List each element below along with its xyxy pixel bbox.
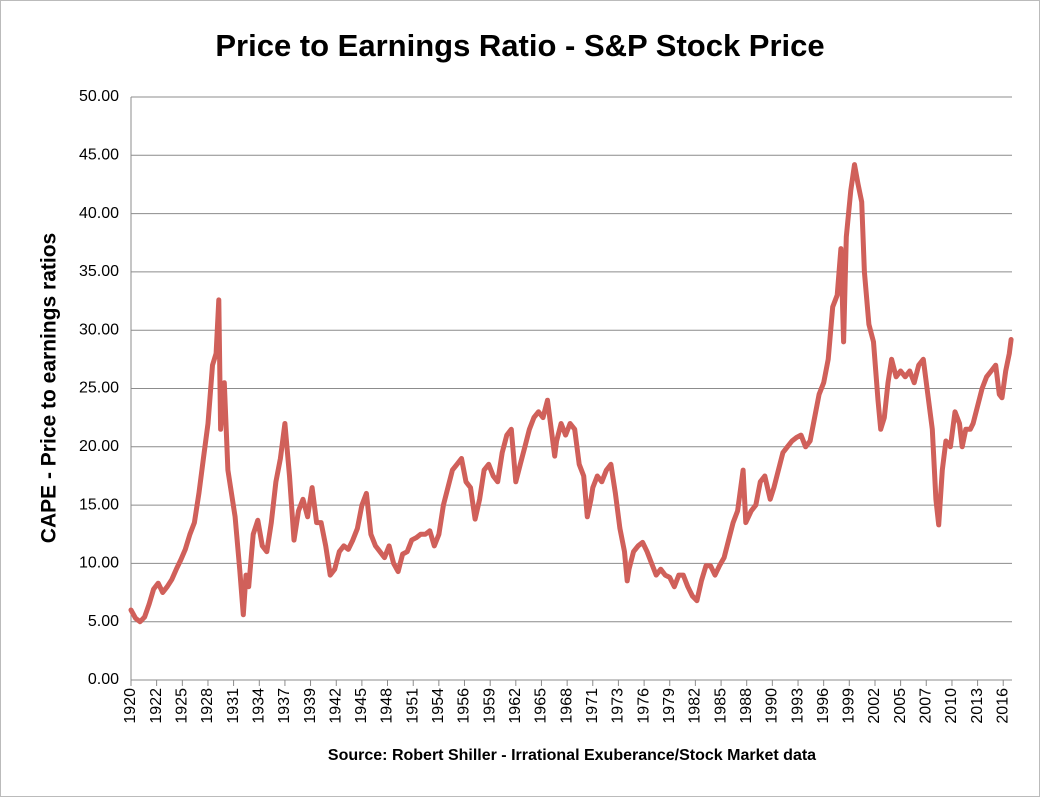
x-tick-label: 1988 xyxy=(738,688,755,724)
x-tick-label: 1979 xyxy=(661,688,678,724)
x-tick-label: 1942 xyxy=(327,688,344,724)
y-axis-label: CAPE - Price to earnings ratios xyxy=(38,233,61,543)
x-tick-label: 1982 xyxy=(687,688,704,724)
x-tick-label: 1956 xyxy=(456,688,473,724)
y-tick-label: 25.00 xyxy=(79,380,119,397)
x-tick-label: 1934 xyxy=(251,688,268,724)
x-tick-label: 1951 xyxy=(404,688,421,724)
x-tick-label: 1945 xyxy=(353,688,370,724)
x-tick-label: 1939 xyxy=(302,688,319,724)
x-tick-label: 1937 xyxy=(276,688,293,724)
x-tick-label: 1968 xyxy=(558,688,575,724)
data-line xyxy=(128,162,1014,625)
x-tick-label: 1925 xyxy=(174,688,191,724)
x-tick-label: 1962 xyxy=(507,688,524,724)
x-tick-label: 2005 xyxy=(892,688,909,724)
x-tick-label: 2010 xyxy=(943,688,960,724)
x-tick-label: 1973 xyxy=(610,688,627,724)
x-tick-label: 1959 xyxy=(481,688,498,724)
x-tick-label: 1920 xyxy=(122,688,139,724)
x-tick-label: 1996 xyxy=(815,688,832,724)
x-tick-label: 1928 xyxy=(199,688,216,724)
y-tick-label: 35.00 xyxy=(79,263,119,280)
x-tick-label: 1922 xyxy=(148,688,165,724)
y-tick-label: 30.00 xyxy=(79,321,119,338)
x-tick-label: 2016 xyxy=(994,688,1011,724)
x-tick-label: 1954 xyxy=(430,688,447,724)
y-tick-label: 45.00 xyxy=(79,147,119,164)
x-tick-label: 2002 xyxy=(866,688,883,724)
source-note: Source: Robert Shiller - Irrational Exub… xyxy=(328,747,816,764)
x-tick-label: 1985 xyxy=(712,688,729,724)
chart-title: Price to Earnings Ratio - S&P Stock Pric… xyxy=(215,28,824,63)
y-tick-label: 50.00 xyxy=(79,88,119,105)
y-tick-label: 0.00 xyxy=(88,671,119,688)
x-tick-label: 1948 xyxy=(379,688,396,724)
x-tick-label: 1990 xyxy=(764,688,781,724)
y-tick-label: 10.00 xyxy=(79,555,119,572)
x-tick-label: 2007 xyxy=(917,688,934,724)
x-tick-label: 1971 xyxy=(584,688,601,724)
x-tick-label: 2013 xyxy=(969,688,986,724)
x-tick-label: 1965 xyxy=(533,688,550,724)
y-tick-label: 20.00 xyxy=(79,438,119,455)
y-tick-label: 40.00 xyxy=(79,205,119,222)
x-tick-label: 1976 xyxy=(635,688,652,724)
x-tick-label: 1993 xyxy=(789,688,806,724)
y-tick-label: 5.00 xyxy=(88,613,119,630)
x-tick-label: 1999 xyxy=(841,688,858,724)
x-tick-label: 1931 xyxy=(225,688,242,724)
y-tick-label: 15.00 xyxy=(79,496,119,513)
